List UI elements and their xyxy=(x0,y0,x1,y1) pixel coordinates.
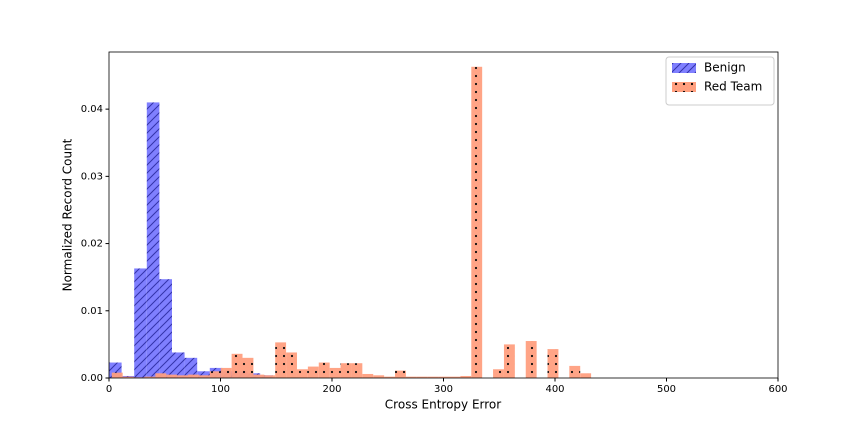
histogram-bar xyxy=(340,363,352,378)
histogram-bar xyxy=(209,371,221,378)
legend-label: Benign xyxy=(704,61,746,75)
histogram-bar xyxy=(569,365,581,378)
histogram-bar xyxy=(449,376,461,378)
y-tick-label: 0.00 xyxy=(81,373,103,384)
histogram-bar xyxy=(220,367,232,378)
histogram-bar xyxy=(198,375,210,378)
histogram-bar xyxy=(438,376,450,378)
x-axis-label: Cross Entropy Error xyxy=(385,398,501,412)
histogram-bar xyxy=(384,376,396,378)
histogram-bar xyxy=(188,374,199,378)
legend-swatch xyxy=(672,82,696,92)
histogram-bar xyxy=(253,374,265,378)
legend-label: Red Team xyxy=(704,80,762,94)
x-tick-label: 100 xyxy=(211,384,230,395)
y-axis-label: Normalized Record Count xyxy=(61,138,75,291)
histogram-bar xyxy=(525,341,537,378)
histogram-bar xyxy=(427,376,439,378)
histogram-bar xyxy=(264,375,276,378)
histogram-bar xyxy=(155,373,167,378)
histogram-bar xyxy=(286,352,297,378)
histogram-bar xyxy=(296,369,308,378)
histogram-bar xyxy=(471,66,483,378)
histogram-bar xyxy=(242,357,254,378)
histogram-bar xyxy=(122,376,134,378)
histogram-bar xyxy=(318,362,330,378)
histogram-bar xyxy=(493,369,504,378)
y-tick-label: 0.02 xyxy=(81,239,103,250)
y-tick-label: 0.01 xyxy=(81,306,103,317)
histogram-bar xyxy=(329,367,341,378)
histogram-bar xyxy=(146,102,160,379)
histogram-bar xyxy=(275,342,287,378)
x-tick-label: 300 xyxy=(434,384,453,395)
histogram-bar xyxy=(197,371,210,378)
histogram-bar xyxy=(307,366,319,378)
histogram-bar xyxy=(351,363,363,378)
x-tick-label: 600 xyxy=(768,384,787,395)
histogram-bar xyxy=(580,373,592,378)
histogram-bar xyxy=(460,375,472,378)
histogram-bar xyxy=(547,349,559,378)
histogram-bar xyxy=(184,357,198,378)
histogram-bar xyxy=(405,376,417,378)
histogram-bar xyxy=(111,372,123,378)
histogram-bar xyxy=(231,353,243,378)
histogram-bar xyxy=(373,375,385,378)
histogram-bar xyxy=(177,375,189,378)
x-tick-label: 200 xyxy=(322,384,341,395)
legend-swatch xyxy=(672,63,696,73)
histogram-bar xyxy=(166,374,178,378)
histogram-bar xyxy=(134,268,147,378)
histogram-bar xyxy=(395,370,406,378)
y-tick-label: 0.03 xyxy=(81,171,103,182)
histogram-bar xyxy=(171,352,185,378)
histogram-bar xyxy=(144,376,156,378)
y-tick-label: 0.04 xyxy=(81,104,103,115)
histogram-bar xyxy=(362,373,374,378)
x-tick-label: 0 xyxy=(106,384,112,395)
histogram-bar xyxy=(416,376,428,378)
histogram-bar xyxy=(159,279,172,378)
x-tick-label: 500 xyxy=(657,384,676,395)
histogram-bar xyxy=(503,344,515,378)
x-tick-label: 400 xyxy=(545,384,564,395)
